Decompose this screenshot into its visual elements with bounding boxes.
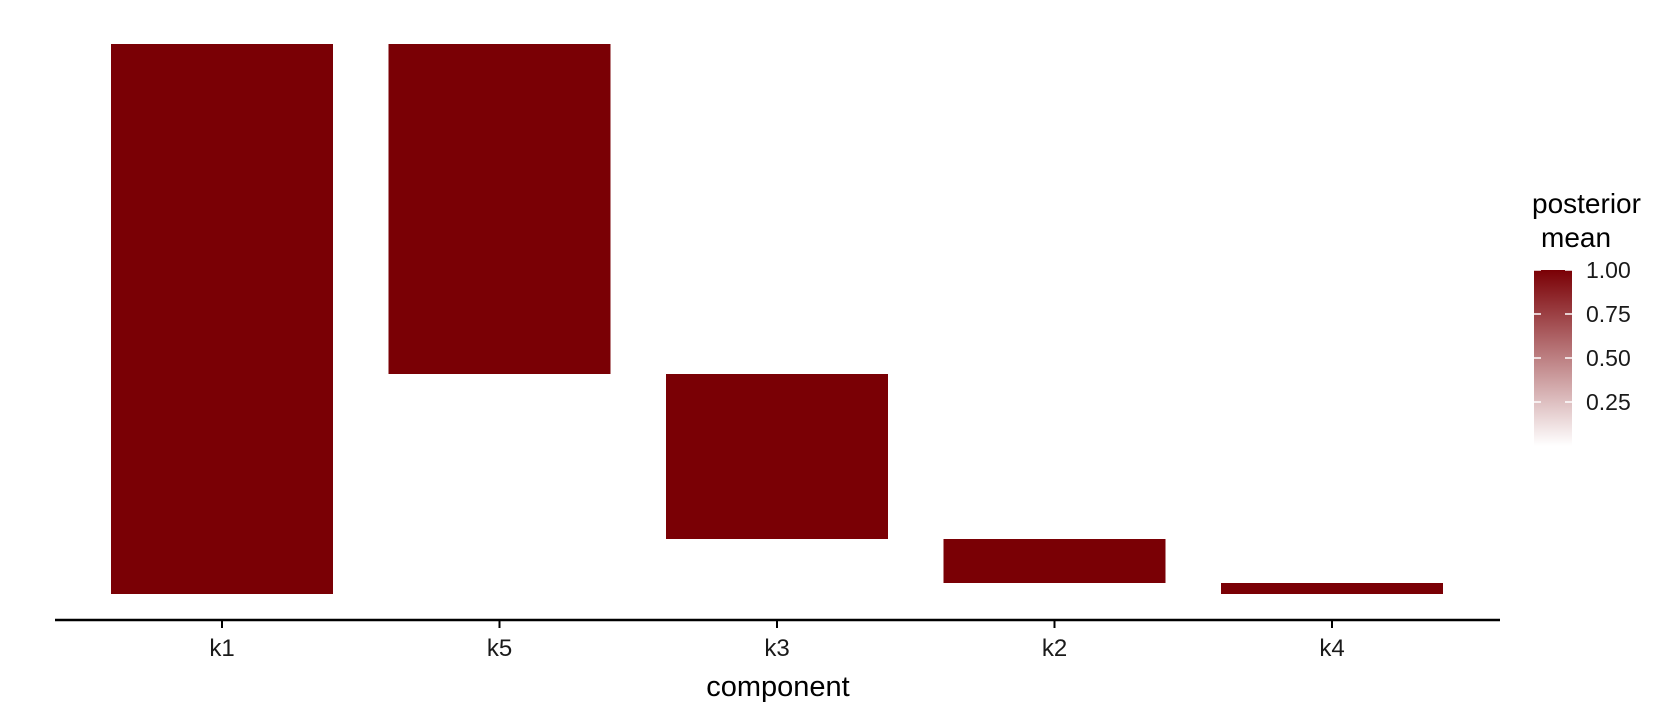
legend-tick-label-1: 0.75 (1586, 301, 1631, 327)
legend-tick-label-3: 0.25 (1586, 389, 1631, 415)
x-tick-label-k1: k1 (209, 635, 234, 662)
legend-title-line-2: mean (1541, 222, 1611, 253)
x-tick-label-k3: k3 (764, 635, 789, 662)
legend-tick-label-0: 1.00 (1586, 257, 1631, 283)
bar-segment-k4 (1221, 583, 1443, 594)
x-axis: k1 k5 k3 k2 k4 (55, 618, 1500, 662)
bars-layer (111, 44, 1443, 594)
x-axis-title: component (706, 671, 850, 703)
legend-tick-label-2: 0.50 (1586, 345, 1631, 371)
bar-segment-k1 (111, 44, 333, 594)
legend-title-line-1: posterior (1532, 188, 1641, 219)
x-tick-label-k2: k2 (1042, 635, 1067, 662)
x-tick-label-k4: k4 (1319, 635, 1344, 662)
bar-segment-k5 (388, 44, 611, 374)
x-tick-label-k5: k5 (487, 635, 512, 662)
bar-segment-k3 (666, 374, 888, 539)
bar-segment-k2 (943, 539, 1166, 583)
